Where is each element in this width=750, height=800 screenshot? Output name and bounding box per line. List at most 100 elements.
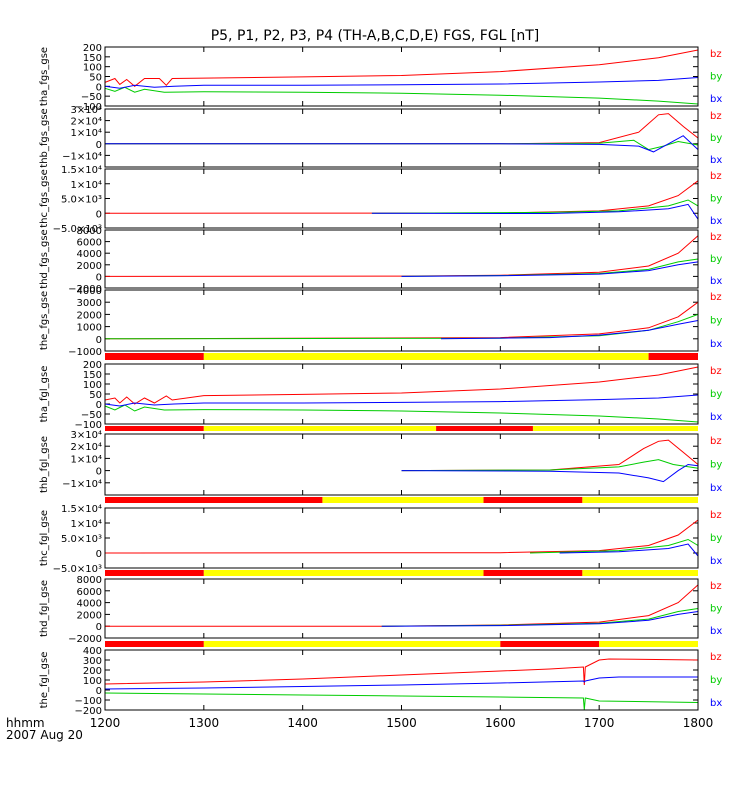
panel-ylabel: thc_fgl_gse: [39, 510, 50, 566]
y-tick-label: 0: [96, 622, 102, 633]
y-tick-label: 1.5×10⁴: [61, 504, 102, 515]
y-tick-label: 1.5×10⁴: [61, 165, 102, 176]
panel-frame: [104, 46, 699, 107]
series-line-bz: [104, 366, 699, 405]
series-line-bz: [104, 519, 699, 554]
y-tick-label: 0: [96, 335, 102, 346]
legend-bx: bx: [710, 216, 722, 227]
panel-frame: [104, 108, 699, 168]
series-line-bz: [104, 180, 699, 214]
series-line-bx: [104, 676, 698, 690]
status-bar-segment: [322, 497, 484, 503]
y-tick-label: 2000: [77, 261, 102, 272]
series-line-bx: [559, 543, 699, 557]
y-tick-label: 3×10⁴: [71, 430, 102, 441]
series-line-by: [401, 459, 699, 472]
y-tick-label: 6000: [77, 238, 102, 249]
panel-frame: [104, 507, 699, 569]
legend-by: by: [710, 194, 722, 205]
legend-bx: bx: [710, 483, 722, 494]
y-tick-label: 6000: [77, 587, 102, 598]
y-tick-label: 0: [96, 400, 102, 411]
plot-date: 2007 Aug 20: [6, 728, 83, 742]
status-bar-segment: [532, 426, 698, 431]
y-tick-label: 1000: [77, 323, 102, 334]
panel-frame: [104, 168, 699, 229]
status-bar-segment: [105, 641, 204, 647]
y-tick-label: −100: [75, 420, 102, 431]
x-tick-label: 1300: [189, 716, 220, 730]
panel-ylabel: thd_fgs_gse: [39, 229, 50, 288]
y-tick-label: 2×10⁴: [71, 442, 102, 453]
chart-title: P5, P1, P2, P3, P4 (TH-A,B,C,D,E) FGS, F…: [210, 28, 540, 44]
series-line-bz: [104, 235, 699, 277]
legend-bz: bz: [710, 111, 722, 122]
status-bar-segment: [599, 641, 698, 647]
series-line-by: [371, 199, 699, 214]
legend-bz: bz: [710, 436, 722, 447]
y-tick-label: 50: [89, 390, 102, 401]
status-bar-segment: [582, 497, 698, 503]
series-line-bz: [104, 301, 699, 340]
legend-bx: bx: [710, 626, 722, 637]
panel-frame: [104, 229, 699, 289]
y-tick-label: −1×10⁴: [62, 479, 102, 490]
y-tick-label: 0: [96, 272, 102, 283]
legend-bx: bx: [710, 556, 722, 567]
legend-bz: bz: [710, 49, 722, 60]
y-tick-label: 8000: [77, 575, 102, 586]
x-tick-label: 1400: [287, 716, 318, 730]
panel-ylabel: tha_fgs_gse: [39, 47, 50, 106]
legend-by: by: [710, 533, 722, 544]
y-tick-label: 0: [96, 209, 102, 220]
legend-by: by: [710, 460, 722, 471]
y-tick-label: 8000: [77, 226, 102, 237]
legend-bx: bx: [710, 155, 722, 166]
panel-ylabel: tha_fgl_gse: [39, 366, 50, 423]
legend-bz: bz: [710, 232, 722, 243]
panel-ylabel: thc_fgs_gse: [39, 169, 50, 228]
series-line-by: [104, 692, 699, 711]
series-line-bx: [401, 261, 699, 277]
status-bar-segment: [436, 426, 533, 431]
y-tick-label: 100: [83, 63, 102, 74]
x-tick-label: 1600: [485, 716, 516, 730]
y-tick-label: −2000: [68, 284, 102, 295]
y-tick-label: 0: [96, 549, 102, 560]
y-tick-label: −2000: [68, 634, 102, 645]
legend-bx: bx: [710, 339, 722, 350]
y-tick-label: 2000: [77, 610, 102, 621]
y-tick-label: 0: [96, 467, 102, 478]
series-line-bz: [104, 658, 699, 686]
y-tick-label: 1×10⁴: [71, 128, 102, 139]
legend-by: by: [710, 604, 722, 615]
legend-by: by: [710, 254, 722, 265]
legend-bx: bx: [710, 412, 722, 423]
y-tick-label: 150: [83, 370, 102, 381]
panel-frame: [104, 363, 699, 425]
y-tick-label: 200: [83, 666, 102, 677]
series-line-by: [529, 538, 699, 554]
y-tick-label: 2×10⁴: [71, 117, 102, 128]
legend-by: by: [710, 675, 722, 686]
status-bar-segment: [105, 426, 204, 431]
y-tick-label: 100: [83, 676, 102, 687]
y-tick-label: 4000: [77, 599, 102, 610]
panel-ylabel: thd_fgl_gse: [39, 580, 50, 637]
series-line-bx: [401, 463, 699, 483]
series-line-by: [104, 313, 699, 340]
y-tick-label: −100: [75, 696, 102, 707]
panel-ylabel: thb_fgs_gse: [39, 108, 50, 167]
y-tick-label: 3000: [77, 298, 102, 309]
y-tick-label: −100: [75, 102, 102, 113]
series-line-bz: [105, 584, 699, 627]
y-tick-label: 3×10⁴: [71, 105, 102, 116]
y-tick-label: 1×10⁴: [71, 519, 102, 530]
y-tick-label: −50: [81, 410, 102, 421]
series-line-bz: [401, 439, 699, 472]
y-tick-label: 5.0×10³: [61, 534, 102, 545]
y-tick-label: −200: [75, 706, 102, 717]
legend-by: by: [710, 389, 722, 400]
y-tick-label: 100: [83, 380, 102, 391]
legend-bz: bz: [710, 581, 722, 592]
